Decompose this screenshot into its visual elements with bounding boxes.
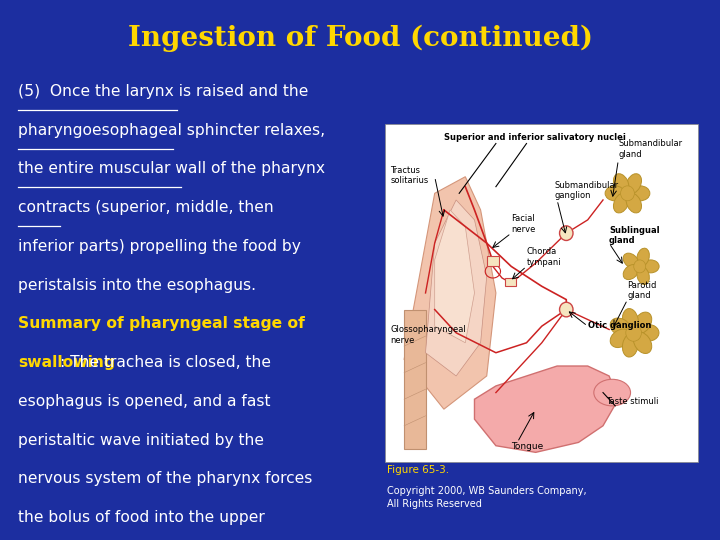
Polygon shape [404, 309, 426, 449]
Text: Submandibular
gland: Submandibular gland [618, 139, 683, 159]
Text: esophagus is opened, and a fast: esophagus is opened, and a fast [18, 394, 271, 409]
Text: Taste stimuli: Taste stimuli [606, 397, 659, 406]
Ellipse shape [624, 265, 639, 280]
Ellipse shape [610, 329, 631, 348]
Ellipse shape [634, 312, 652, 334]
Text: contracts (superior, middle, then: contracts (superior, middle, then [18, 200, 274, 215]
Ellipse shape [637, 248, 649, 266]
Text: (5)  Once the larynx is raised and the: (5) Once the larynx is raised and the [18, 84, 308, 99]
Ellipse shape [613, 193, 629, 213]
Text: the entire muscular wall of the pharynx: the entire muscular wall of the pharynx [18, 161, 325, 177]
Circle shape [621, 186, 634, 201]
Ellipse shape [622, 333, 639, 357]
Circle shape [559, 302, 573, 317]
Ellipse shape [610, 318, 631, 336]
Text: Otic ganglion: Otic ganglion [588, 321, 651, 330]
Text: nervous system of the pharynx forces: nervous system of the pharynx forces [18, 471, 312, 487]
Text: Chorda
tympani: Chorda tympani [526, 247, 561, 267]
Text: Parotid
gland: Parotid gland [628, 281, 657, 300]
Text: Tractus
solitarius: Tractus solitarius [390, 166, 428, 185]
Circle shape [626, 325, 642, 341]
Text: Figure 65-3.: Figure 65-3. [387, 465, 449, 476]
Text: Facial
nerve: Facial nerve [511, 214, 536, 233]
Ellipse shape [613, 174, 629, 193]
Text: Ingestion of Food (continued): Ingestion of Food (continued) [127, 24, 593, 52]
Text: Summary of pharyngeal stage of: Summary of pharyngeal stage of [18, 316, 305, 331]
Polygon shape [435, 210, 474, 343]
Ellipse shape [642, 260, 659, 273]
Text: inferior parts) propelling the food by: inferior parts) propelling the food by [18, 239, 301, 254]
Ellipse shape [630, 186, 650, 201]
Text: Submandibular
ganglion: Submandibular ganglion [554, 181, 618, 200]
Ellipse shape [626, 174, 642, 193]
Text: Tongue: Tongue [511, 442, 544, 451]
Bar [505, 278, 516, 286]
Text: the bolus of food into the upper: the bolus of food into the upper [18, 510, 265, 525]
Text: peristaltic wave initiated by the: peristaltic wave initiated by the [18, 433, 264, 448]
Circle shape [559, 226, 573, 240]
Ellipse shape [605, 186, 625, 201]
Ellipse shape [637, 267, 649, 285]
Bar [385, 124, 698, 462]
Text: Copyright 2000, WB Saunders Company,
All Rights Reserved: Copyright 2000, WB Saunders Company, All… [387, 486, 587, 509]
Text: Sublingual
gland: Sublingual gland [609, 226, 660, 245]
Ellipse shape [622, 308, 639, 332]
Ellipse shape [594, 379, 631, 406]
Text: Glossopharyngeal
nerve: Glossopharyngeal nerve [390, 326, 466, 345]
Bar [487, 256, 499, 266]
Polygon shape [474, 366, 618, 453]
Circle shape [634, 260, 646, 273]
Text: pharyngoesophageal sphincter relaxes,: pharyngoesophageal sphincter relaxes, [18, 123, 325, 138]
Ellipse shape [634, 332, 652, 354]
Text: peristalsis into the esophagus.: peristalsis into the esophagus. [18, 278, 256, 293]
Text: : The trachea is closed, the: : The trachea is closed, the [60, 355, 271, 370]
Text: swallowing: swallowing [18, 355, 115, 370]
Ellipse shape [637, 325, 659, 341]
Polygon shape [404, 177, 496, 409]
Text: Superior and inferior salivatory nuclei: Superior and inferior salivatory nuclei [444, 133, 626, 142]
Polygon shape [426, 200, 487, 376]
Ellipse shape [624, 253, 639, 268]
Ellipse shape [626, 193, 642, 213]
